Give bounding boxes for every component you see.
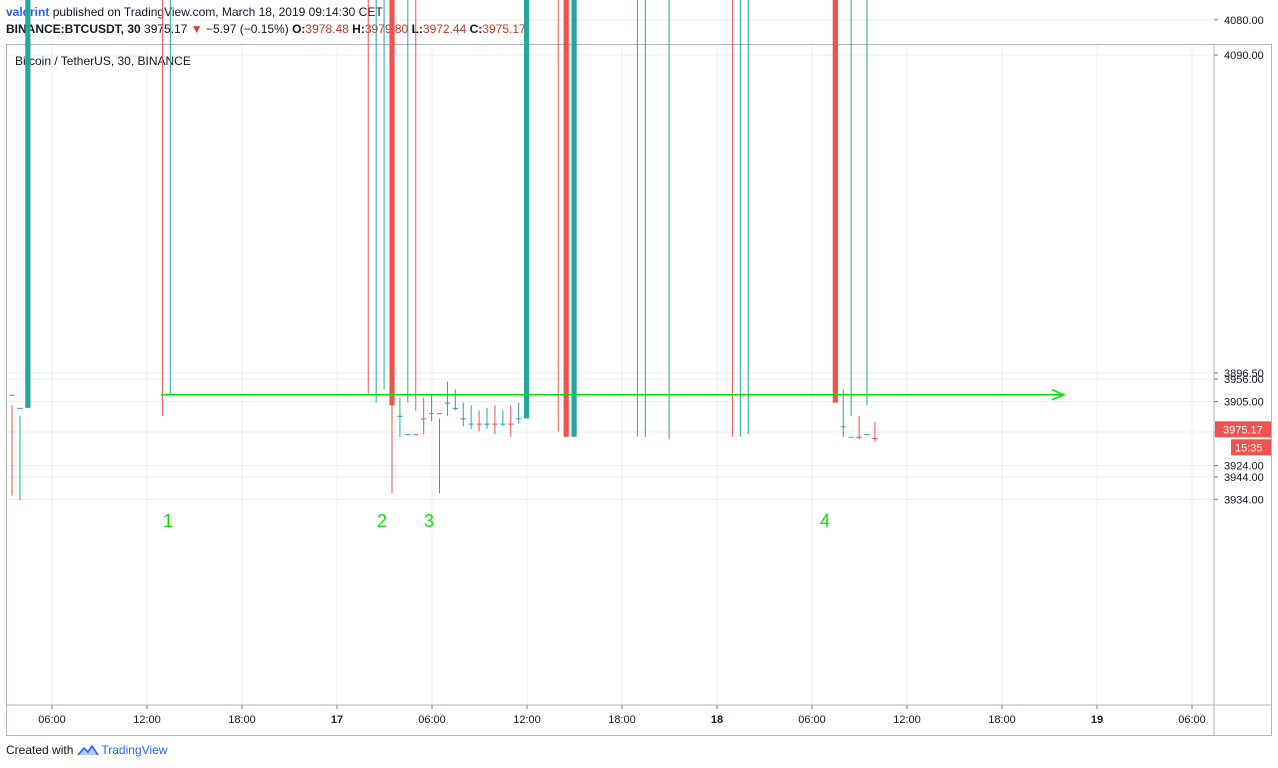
candle-body [848, 436, 854, 438]
chart-legend-title: Bitcoin / TetherUS, 30, BINANCE [15, 54, 191, 68]
price-axis-label: 3934.00 [1224, 494, 1264, 506]
candle-body [444, 402, 451, 404]
candle-body [484, 423, 490, 425]
candle-body [428, 413, 435, 415]
candle-body [405, 434, 411, 436]
candle-body [832, 0, 838, 403]
candle-body [516, 418, 522, 420]
time-axis-label: 06:00 [418, 714, 446, 726]
time-axis-label: 18:00 [608, 714, 636, 726]
candlestick-chart[interactable]: 4090.004080.004070.004060.004050.004040.… [0, 0, 1278, 740]
time-axis-label: 06:00 [1178, 714, 1206, 726]
time-axis-label: 18 [711, 714, 723, 726]
candle-body [421, 418, 427, 420]
annotation-label: 1 [163, 511, 173, 531]
candle-body [397, 415, 403, 417]
tradingview-brand-text: TradingView [101, 743, 168, 757]
candle-body [452, 407, 458, 409]
candle-body [856, 436, 862, 438]
created-with-text: Created with [6, 743, 74, 757]
published-text: published on TradingView.com, March 18, … [52, 5, 383, 19]
annotation-label: 3 [424, 511, 434, 531]
candle-body [492, 423, 498, 425]
high-label: H: [352, 22, 365, 36]
candle-body [563, 0, 569, 437]
time-axis-label: 18:00 [228, 714, 256, 726]
candle-body [436, 413, 443, 415]
candle-body [476, 423, 482, 425]
candle-body [9, 394, 15, 396]
candle-body [864, 434, 870, 436]
open-label: O: [292, 22, 306, 36]
price-axis-label: 3924.00 [1224, 461, 1264, 473]
candle-body [25, 0, 31, 408]
symbol-name: BINANCE:BTCUSDT, 30 [6, 22, 141, 36]
time-axis-label: 12:00 [513, 714, 541, 726]
candle-body [571, 0, 577, 437]
symbol-bar: BINANCE:BTCUSDT, 30 3975.17 ▼ −5.97 (−0.… [6, 22, 526, 36]
price-axis-label: 4090.00 [1224, 50, 1264, 62]
tradingview-brand[interactable]: TradingView [77, 743, 167, 757]
countdown-tag [1231, 439, 1271, 456]
price-axis-label: 3905.00 [1224, 397, 1264, 409]
last-price-tag [1215, 421, 1271, 438]
candle-body [468, 423, 474, 425]
low-value: 3972.44 [422, 22, 467, 36]
time-axis-label: 19 [1091, 714, 1103, 726]
candle-body [460, 418, 466, 420]
price-axis-label: 3896.50 [1224, 368, 1264, 380]
time-axis-label: 18:00 [988, 714, 1016, 726]
price-axis-label: 3956.00 [1224, 374, 1264, 386]
candle-body [840, 426, 846, 428]
support-arrow-icon [1051, 389, 1066, 401]
time-axis-label: 17 [331, 714, 343, 726]
down-arrow-icon: ▼ [190, 22, 203, 36]
candle-body [17, 407, 23, 409]
last-price: 3975.17 [144, 22, 188, 36]
time-axis-label: 12:00 [133, 714, 161, 726]
open-value: 3978.48 [305, 22, 349, 36]
price-change: −5.97 (−0.15%) [206, 22, 289, 36]
footer: Created with TradingView [6, 743, 167, 757]
candle-body [523, 0, 530, 419]
price-axis-label: 4080.00 [1224, 15, 1264, 27]
time-axis-label: 12:00 [893, 714, 921, 726]
last-price-label: 3975.17 [1223, 424, 1263, 436]
annotation-label: 2 [377, 511, 387, 531]
time-axis-label: 06:00 [38, 714, 66, 726]
chart-frame [6, 44, 1272, 736]
candle-body [500, 423, 506, 425]
candle-body [872, 438, 878, 440]
close-label: C: [469, 22, 483, 36]
tradingview-logo-icon [77, 744, 100, 756]
close-value: 3975.17 [482, 22, 526, 36]
candle-body [413, 434, 419, 436]
low-label: L: [411, 22, 423, 36]
candle-body [389, 0, 395, 406]
countdown-label: 15:35 [1235, 442, 1263, 454]
price-axis-label: 3944.00 [1224, 472, 1264, 484]
time-axis-label: 06:00 [798, 714, 826, 726]
annotation-label: 4 [820, 511, 830, 531]
candle-body [508, 423, 514, 425]
